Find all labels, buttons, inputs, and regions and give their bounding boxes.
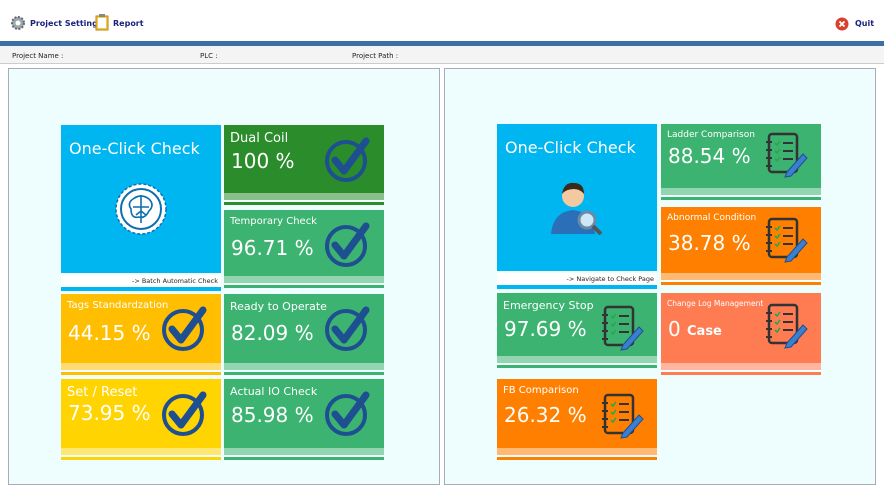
tile-line [61,457,221,460]
check-tile[interactable]: Change Log Management 0 Case [661,293,821,375]
right-panel: One-Click Check -> Navigate to Check Page… [444,68,876,485]
tile-value: 0 [668,317,681,341]
tile-label: Emergency Stop [503,299,594,312]
left-panel: One-Click Check -> Batch Automatic Check D… [8,68,440,485]
check-tile[interactable]: Ladder Comparison 88.54 % [661,124,821,200]
tile-line [661,372,821,375]
tile-strip [224,448,384,455]
header-bar [0,41,884,46]
project-path: Project Path : [352,52,399,60]
tile-value: 26.32 % [504,403,587,427]
check-icon [324,135,372,183]
main-line [497,285,657,289]
check-icon [324,220,372,268]
tile-strip [61,448,221,455]
tile-strip [224,193,384,200]
plc: PLC : [200,52,218,60]
project-name: Project Name : [12,52,64,60]
tile-line [497,365,657,368]
tile-strip [61,363,221,370]
quit[interactable]: Quit [855,19,875,28]
brain-icon [111,179,171,239]
tile-strip [224,276,384,283]
main-title: One-Click Check [69,139,200,158]
tile-label: Change Log Management [667,299,764,308]
tile-value: 96.71 % [231,236,314,260]
check-tile[interactable]: Actual IO Check 85.98 % [224,379,384,460]
person-icon [547,178,607,238]
tile-label: Dual Coil [230,131,289,146]
one-click-check[interactable]: One-Click Check -> Batch Automatic Check [61,125,221,291]
tile-line [224,457,384,460]
main-caption: -> Navigate to Check Page [497,273,657,285]
one-click-check[interactable]: One-Click Check -> Navigate to Check Page [497,124,657,289]
tile-line [497,457,657,460]
tile-line [661,282,821,285]
report[interactable]: Report [113,19,144,28]
tile-line [61,372,221,375]
tile-label: FB Comparison [503,385,579,396]
tile-strip [661,363,821,370]
tile-value: 82.09 % [231,321,314,345]
main-caption: -> Batch Automatic Check [61,275,221,287]
tile-line [661,197,821,200]
check-tile[interactable]: Ready to Operate 82.09 % [224,294,384,375]
list-icon [761,130,809,178]
tile-value: 44.15 % [68,321,151,345]
check-tile[interactable]: Set / Reset 73.95 % [61,379,221,460]
list-icon [761,301,809,349]
tile-value: 73.95 % [68,401,151,425]
info-bar: Project Name : PLC : Project Path : [0,46,884,64]
tile-line [224,372,384,375]
tile-label: Actual IO Check [230,385,318,398]
tile-label: Temporary Check [230,216,317,227]
check-tile[interactable]: Abnormal Condition 38.78 % [661,207,821,285]
tile-value: 85.98 % [231,403,314,427]
main-title: One-Click Check [505,138,636,157]
list-icon [597,303,645,351]
main-line [61,287,221,291]
check-tile[interactable]: Dual Coil 100 % [224,125,384,205]
tile-strip [661,188,821,195]
check-tile[interactable]: Emergency Stop 97.69 % [497,293,657,368]
list-icon [761,215,809,263]
check-icon [324,304,372,352]
tile-line [224,202,384,205]
toolbar: Project Settings Report Quit [0,0,884,41]
check-tile[interactable]: Tags Standardzation 44.15 % [61,294,221,375]
report-icon[interactable] [95,14,109,31]
tile-strip [224,363,384,370]
tile-strip [497,356,657,363]
tile-value: 38.78 % [668,231,751,255]
check-icon [161,389,209,437]
check-icon [324,389,372,437]
tile-unit: Case [687,324,722,339]
tile-label: Ready to Operate [230,300,327,313]
tile-strip [497,448,657,455]
tile-label: Tags Standardzation [67,300,169,311]
project-settings[interactable]: Project Settings [30,19,103,28]
settings-icon[interactable] [10,15,26,31]
tile-value: 97.69 % [504,317,587,341]
tile-value: 100 % [231,149,295,173]
check-icon [161,304,209,352]
check-tile[interactable]: Temporary Check 96.71 % [224,210,384,288]
tile-strip [661,273,821,280]
tile-line [224,285,384,288]
list-icon [597,391,645,439]
quit-icon[interactable] [835,17,849,31]
tile-value: 88.54 % [668,144,751,168]
tile-label: Ladder Comparison [667,130,755,140]
tile-label: Abnormal Condition [667,213,757,223]
check-tile[interactable]: FB Comparison 26.32 % [497,379,657,460]
tile-label: Set / Reset [67,385,138,400]
